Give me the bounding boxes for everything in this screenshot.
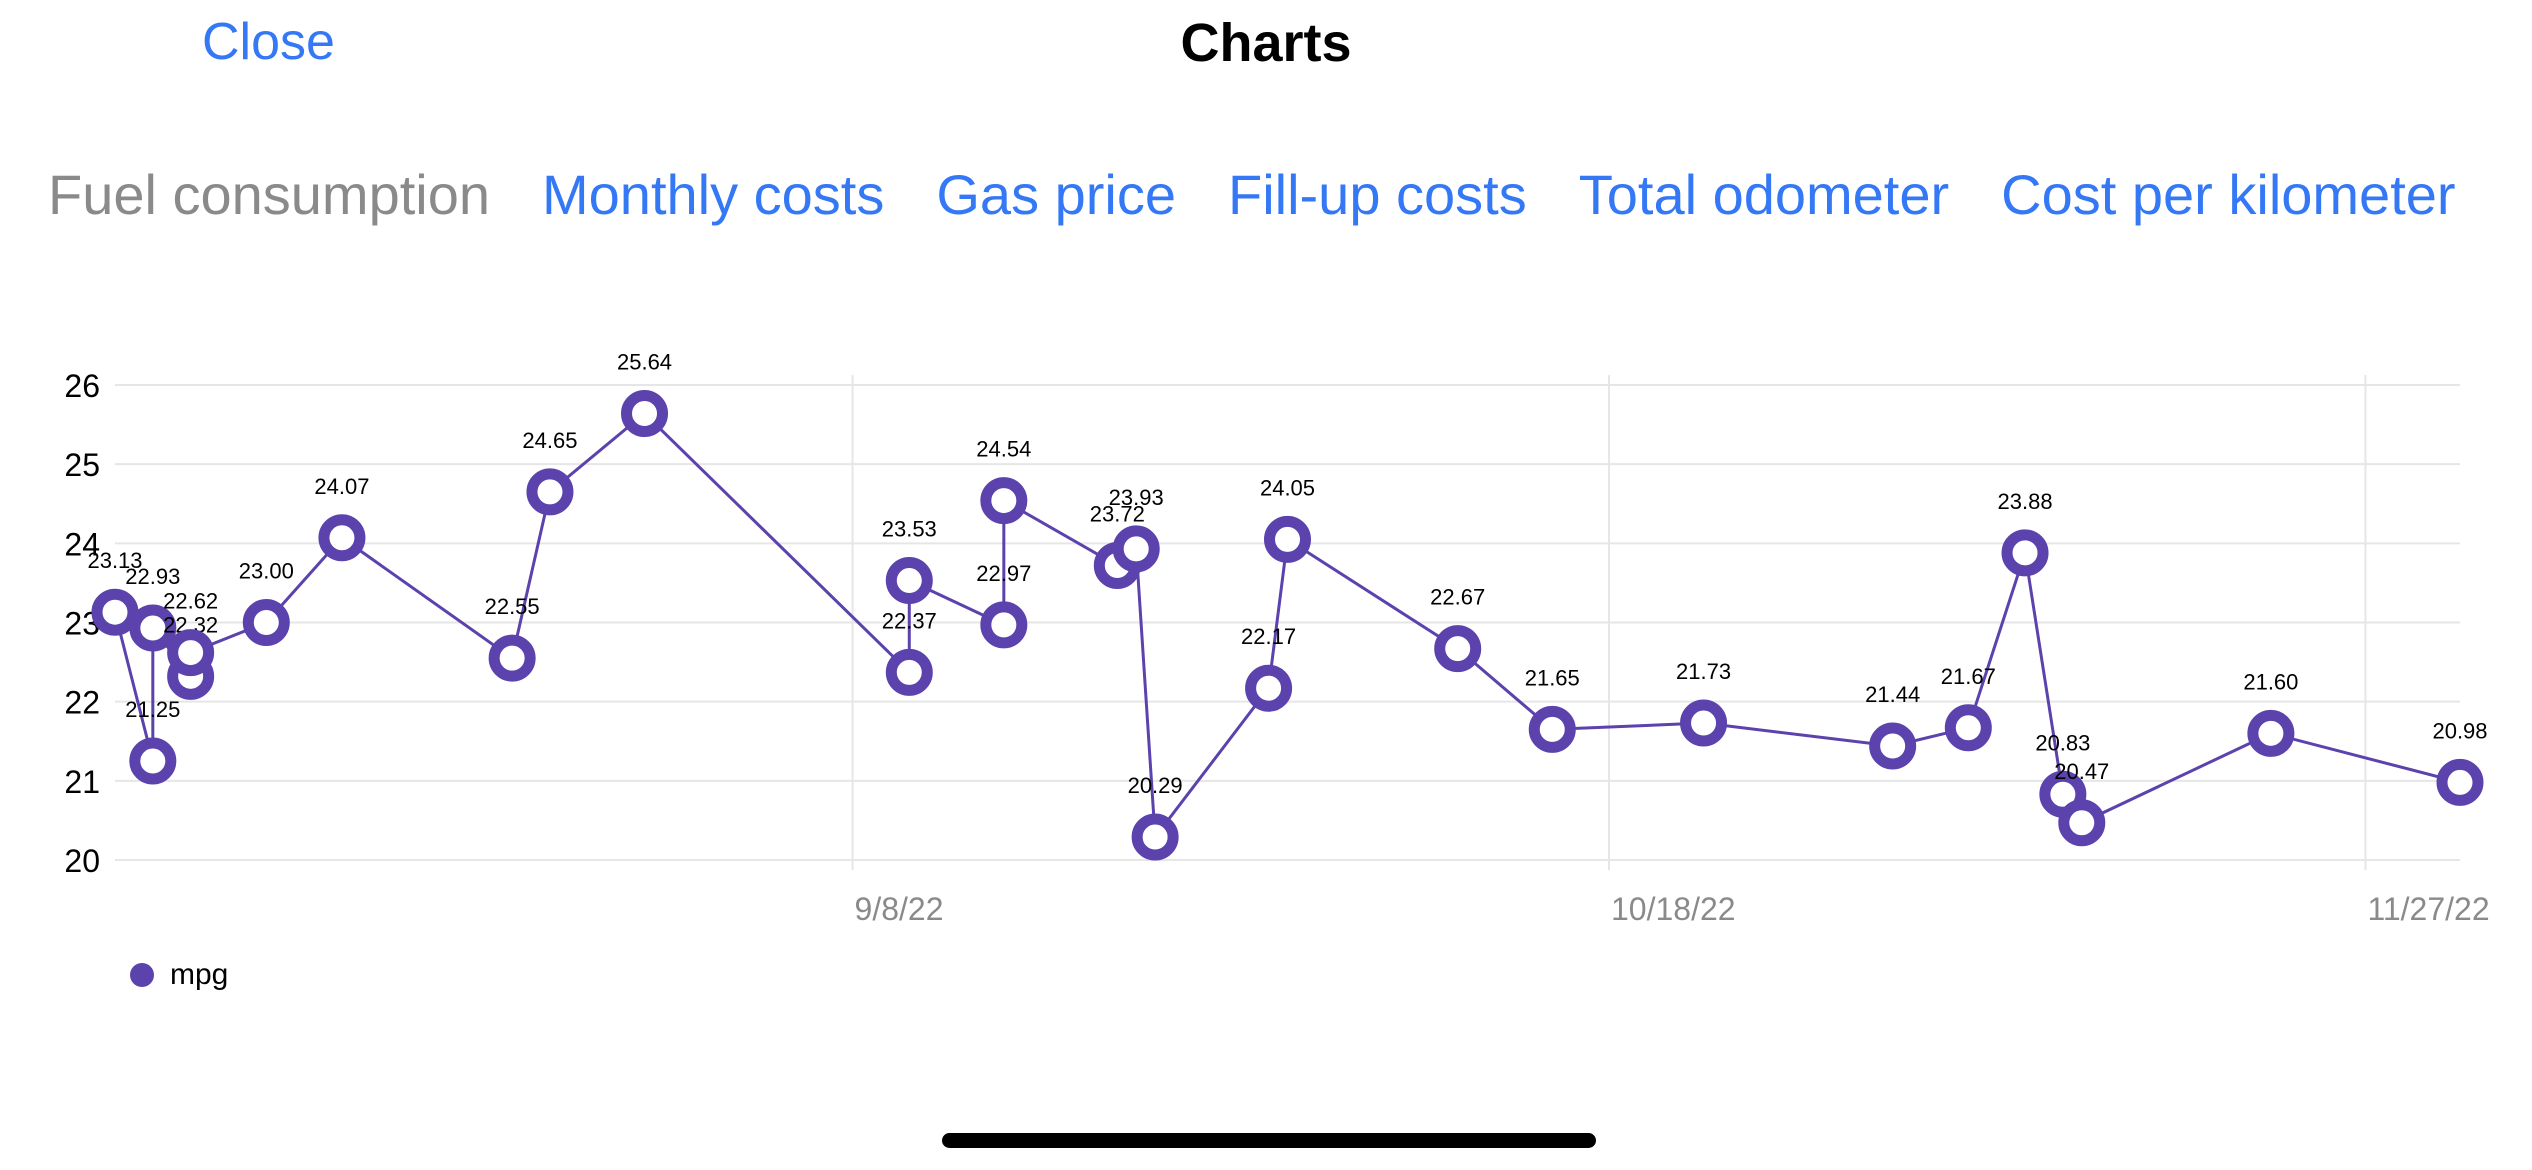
data-point (980, 601, 1028, 649)
data-point (488, 634, 536, 682)
chart-tabs: Fuel consumption Monthly costs Gas price… (48, 162, 2456, 227)
data-label: 21.65 (1525, 665, 1580, 690)
data-point (1434, 625, 1482, 673)
data-point (129, 737, 177, 785)
data-point (2058, 799, 2106, 847)
data-point (167, 629, 215, 677)
data-label: 20.29 (1128, 773, 1183, 798)
y-tick-label: 26 (64, 368, 100, 404)
data-label: 23.53 (882, 517, 937, 542)
data-point (885, 557, 933, 605)
data-label: 21.73 (1676, 659, 1731, 684)
data-point (2001, 529, 2049, 577)
close-button[interactable]: Close (202, 13, 335, 71)
data-label: 24.54 (976, 437, 1031, 462)
tab-fuel-consumption[interactable]: Fuel consumption (48, 163, 491, 226)
y-tick-label: 22 (64, 685, 100, 721)
legend-swatch (130, 963, 154, 987)
data-label: 23.93 (1109, 485, 1164, 510)
data-label: 24.65 (522, 428, 577, 453)
data-point (1869, 722, 1917, 770)
y-tick-label: 20 (64, 843, 100, 879)
data-label: 21.67 (1941, 664, 1996, 689)
data-point (1528, 705, 1576, 753)
tab-gas-price[interactable]: Gas price (936, 163, 1176, 226)
data-label: 20.98 (2432, 718, 2487, 743)
data-label: 23.72 (1090, 502, 1145, 527)
tab-cost-per-kilometer[interactable]: Cost per kilometer (2001, 163, 2456, 226)
data-label: 22.37 (882, 608, 937, 633)
data-point (242, 599, 290, 646)
data-label: 24.05 (1260, 475, 1315, 500)
tab-fill-up-costs[interactable]: Fill-up costs (1228, 163, 1527, 226)
data-point (885, 648, 933, 696)
data-label: 24.07 (314, 474, 369, 499)
data-label: 21.25 (125, 697, 180, 722)
tab-monthly-costs[interactable]: Monthly costs (542, 163, 885, 226)
data-label: 22.67 (1430, 585, 1485, 610)
legend-label: mpg (170, 958, 229, 991)
home-indicator (942, 1133, 1596, 1148)
data-point (318, 514, 366, 562)
data-point (91, 588, 139, 636)
data-point (1680, 699, 1728, 747)
x-tick-label: 11/27/22 (2367, 891, 2489, 927)
data-label: 22.97 (976, 561, 1031, 586)
data-label: 23.13 (87, 548, 142, 573)
chart-legend: mpg (130, 958, 228, 992)
data-label: 22.62 (163, 589, 218, 614)
data-point (980, 477, 1028, 525)
data-point (1264, 515, 1311, 563)
x-tick-label: 9/8/22 (855, 891, 944, 927)
data-point (621, 390, 669, 437)
x-tick-label: 10/18/22 (1611, 891, 1736, 927)
data-label: 23.88 (1998, 489, 2053, 514)
page-title: Charts (1180, 13, 1352, 73)
data-point (2247, 709, 2295, 757)
data-label: 25.64 (617, 350, 672, 375)
data-point (1245, 664, 1293, 712)
data-label: 22.93 (125, 564, 180, 589)
data-label: 23.00 (239, 559, 294, 584)
y-tick-label: 24 (64, 526, 100, 562)
y-tick-label: 21 (64, 764, 100, 800)
tab-total-odometer[interactable]: Total odometer (1578, 163, 1950, 226)
data-point (1112, 525, 1160, 573)
data-label: 22.17 (1241, 624, 1296, 649)
data-label: 20.47 (2054, 759, 2109, 784)
data-point (129, 604, 177, 652)
data-label: 21.44 (1865, 682, 1920, 707)
data-point (1131, 813, 1179, 861)
data-point (1944, 704, 1992, 752)
y-tick-label: 25 (64, 447, 100, 483)
data-point (2436, 758, 2484, 806)
data-label: 22.55 (485, 594, 540, 619)
data-label: 20.83 (2035, 730, 2090, 755)
data-label: 21.60 (2243, 669, 2298, 694)
data-point (526, 468, 574, 516)
